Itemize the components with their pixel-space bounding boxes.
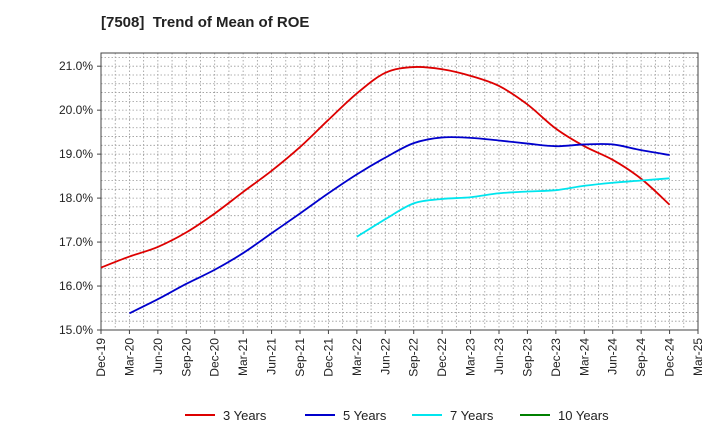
legend-label-7-years: 7 Years [450, 408, 494, 423]
y-tick-label: 19.0% [59, 147, 93, 161]
x-tick-label: Jun-22 [378, 338, 392, 375]
x-tick-label: Dec-22 [435, 338, 449, 377]
x-tick-label: Dec-24 [663, 338, 677, 377]
x-tick-label: Mar-21 [236, 338, 250, 376]
x-tick-label: Sep-23 [520, 338, 534, 377]
x-tick-label: Dec-19 [94, 338, 108, 377]
chart-title: [7508] Trend of Mean of ROE [101, 14, 310, 31]
y-tick-label: 20.0% [59, 103, 93, 117]
legend-label-3-years: 3 Years [223, 408, 267, 423]
x-tick-label: Sep-20 [179, 338, 193, 377]
x-tick-label: Dec-23 [549, 338, 563, 377]
x-tick-label: Mar-23 [464, 338, 478, 376]
series-line-5-years [129, 136, 670, 315]
legend-label-10-years: 10 Years [558, 408, 609, 423]
x-tick-label: Mar-22 [350, 338, 364, 376]
x-tick-label: Mar-24 [577, 338, 591, 376]
x-tick-label: Jun-20 [151, 338, 165, 375]
x-tick-label: Mar-20 [122, 338, 136, 376]
x-tick-label: Jun-21 [265, 338, 279, 375]
x-tick-label: Jun-23 [492, 338, 506, 375]
series-line-7-years [356, 177, 670, 238]
y-tick-label: 18.0% [59, 191, 93, 205]
series-line-3-years [100, 66, 671, 269]
x-tick-label: Mar-25 [691, 338, 705, 376]
y-tick-label: 15.0% [59, 323, 93, 337]
x-tick-label: Sep-21 [293, 338, 307, 377]
y-tick-label: 21.0% [59, 59, 93, 73]
x-tick-label: Sep-24 [634, 338, 648, 377]
x-tick-label: Jun-24 [606, 338, 620, 375]
y-tick-label: 17.0% [59, 235, 93, 249]
y-tick-label: 16.0% [59, 279, 93, 293]
plot-border [100, 52, 699, 331]
legend-label-5-years: 5 Years [343, 408, 387, 423]
x-tick-label: Sep-22 [407, 338, 421, 377]
x-tick-label: Dec-20 [208, 338, 222, 377]
x-tick-label: Dec-21 [321, 338, 335, 377]
